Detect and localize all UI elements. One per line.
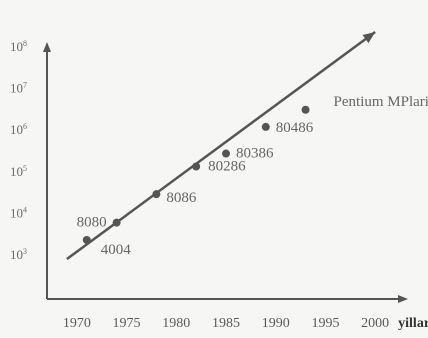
trend-arrowhead <box>362 31 376 44</box>
y-tick-base: 10 <box>10 205 23 220</box>
point-8080 <box>112 218 121 227</box>
point-80386 <box>222 149 230 158</box>
x-tick-label: 1995 <box>311 316 339 331</box>
y-tick-label: 105 <box>10 164 27 179</box>
point-label-8080: 8080 <box>77 215 107 231</box>
x-tick-label: 1985 <box>212 316 240 331</box>
point-80486 <box>261 122 270 131</box>
x-tick-label: 1970 <box>63 316 91 331</box>
y-tick-exponent: 6 <box>23 122 27 131</box>
point-label-80386: 80386 <box>236 146 274 162</box>
x-axis-label: yillar <box>398 316 428 331</box>
y-tick-base: 10 <box>10 122 23 137</box>
y-tick-base: 10 <box>10 39 23 54</box>
y-tick-exponent: 8 <box>23 39 27 48</box>
point-label-80286: 80286 <box>208 159 246 175</box>
axes <box>43 42 408 303</box>
y-tick-base: 10 <box>10 164 23 179</box>
x-tick-label: 1990 <box>262 316 290 331</box>
y-axis-arrowhead <box>43 42 51 52</box>
y-tick-exponent: 4 <box>23 205 27 214</box>
y-tick-label: 108 <box>10 39 27 54</box>
x-axis-arrowhead <box>398 295 408 303</box>
y-tick-exponent: 5 <box>23 164 27 173</box>
data-points <box>82 105 310 244</box>
point-label-80486: 80486 <box>276 120 314 136</box>
y-tick-label: 103 <box>10 247 27 262</box>
y-tick-exponent: 7 <box>23 81 27 90</box>
y-tick-label: 104 <box>10 205 27 220</box>
point-label-4004: 4004 <box>101 242 131 258</box>
point-4004 <box>82 235 91 244</box>
x-tick-label: 1980 <box>162 316 190 331</box>
x-tick-label: 1975 <box>113 316 141 331</box>
point-80286 <box>192 162 201 171</box>
y-tick-label: 107 <box>10 81 27 96</box>
y-tick-exponent: 3 <box>23 247 27 256</box>
x-tick-labels: 1970 1975 1980 1985 1990 1995 2000 <box>63 316 389 331</box>
point-label-8086: 8086 <box>166 190 197 206</box>
x-tick-label: 2000 <box>361 316 389 331</box>
y-tick-base: 10 <box>10 81 23 96</box>
y-tick-label: 106 <box>10 122 27 137</box>
point-label-pentium-mplari: Pentium MPlari <box>334 94 428 110</box>
point-8086 <box>152 190 161 199</box>
point-pentium-mplari <box>301 105 310 114</box>
y-tick-base: 10 <box>10 247 23 262</box>
